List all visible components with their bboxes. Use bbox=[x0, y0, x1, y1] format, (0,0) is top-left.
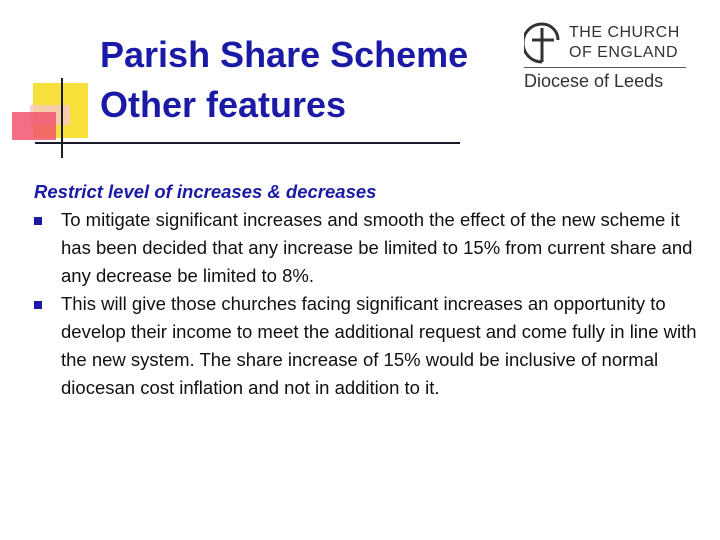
slide-title-line-2: Other features bbox=[100, 84, 347, 125]
square-bullet-icon bbox=[34, 217, 42, 225]
bullet-item: To mitigate significant increases and sm… bbox=[34, 206, 714, 290]
church-of-england-logo-icon bbox=[524, 22, 560, 64]
slide-title: Parish Share Scheme Other features bbox=[100, 30, 468, 130]
square-bullet-icon bbox=[34, 301, 42, 309]
bullet-text: To mitigate significant increases and sm… bbox=[61, 209, 693, 286]
logo-text-line-1: THE CHURCH bbox=[569, 24, 680, 41]
decorative-red-block bbox=[12, 112, 56, 140]
title-underline bbox=[35, 142, 460, 144]
logo-text-line-2: OF ENGLAND bbox=[569, 44, 679, 61]
church-of-england-logo: THE CHURCH OF ENGLAND Diocese of Leeds bbox=[524, 22, 689, 102]
logo-divider bbox=[524, 67, 686, 68]
slide-body: Restrict level of increases & decreases … bbox=[34, 178, 714, 402]
decorative-vertical-line bbox=[61, 78, 63, 158]
bullet-text: This will give those churches facing sig… bbox=[61, 293, 697, 398]
logo-diocese: Diocese of Leeds bbox=[524, 71, 664, 91]
section-subheading: Restrict level of increases & decreases bbox=[34, 181, 377, 202]
slide-title-line-1: Parish Share Scheme bbox=[100, 34, 469, 75]
bullet-item: This will give those churches facing sig… bbox=[34, 290, 714, 402]
